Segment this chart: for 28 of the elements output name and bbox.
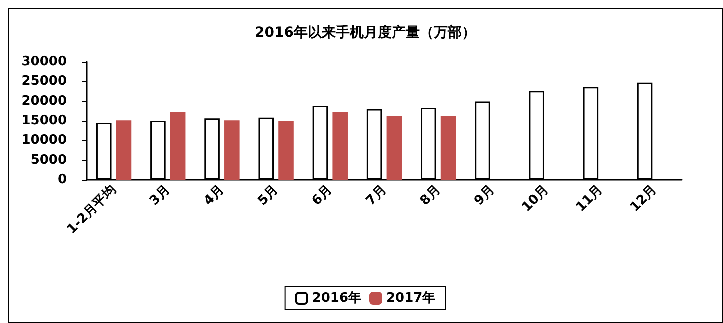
- x-tick-label: 6月: [310, 182, 336, 209]
- y-tick-label: 30000: [22, 54, 67, 70]
- x-tick-label: 4月: [201, 182, 228, 209]
- x-tick-label: 3月: [147, 182, 174, 209]
- y-tick-label: 15000: [22, 114, 67, 128]
- bar: [116, 120, 132, 180]
- x-tick-label: 5月: [255, 182, 282, 209]
- x-tick-label: 11月: [574, 182, 606, 216]
- y-tick-label: 0: [58, 172, 67, 188]
- y-tick-label: 5000: [30, 152, 67, 168]
- bar: [440, 116, 456, 180]
- legend-label: 2016年: [312, 291, 362, 306]
- x-tick-label: 12月: [628, 182, 660, 216]
- bar: [386, 116, 402, 180]
- x-tick-label: 9月: [472, 182, 498, 209]
- y-tick-label: 25000: [22, 74, 67, 90]
- chart-title: 2016年以来手机月度产量（万部）: [255, 24, 476, 41]
- bar: [224, 120, 240, 180]
- bar: [170, 112, 186, 180]
- x-tick-label: 1-2月平均: [64, 182, 120, 238]
- y-tick-label: 20000: [22, 94, 67, 109]
- bar: [278, 121, 294, 180]
- x-tick-label: 10月: [519, 182, 552, 216]
- y-tick-label: 10000: [22, 133, 67, 148]
- x-tick-label: 8月: [418, 182, 444, 209]
- legend-label: 2017年: [386, 291, 436, 306]
- bar: [332, 112, 348, 180]
- x-tick-label: 7月: [364, 182, 390, 209]
